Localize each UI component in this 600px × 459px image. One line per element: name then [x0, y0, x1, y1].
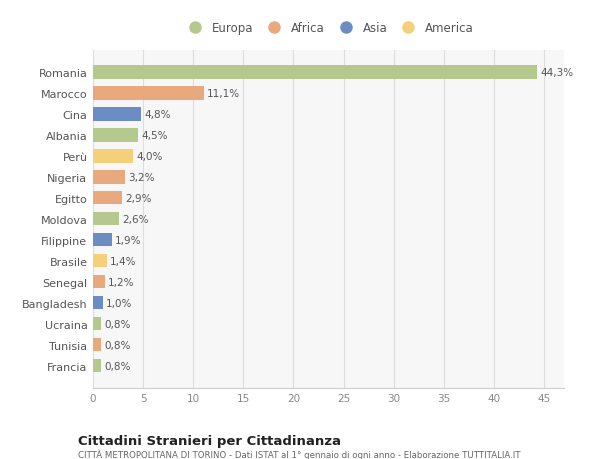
- Bar: [93, 87, 204, 101]
- Text: 4,0%: 4,0%: [136, 151, 163, 162]
- Text: 44,3%: 44,3%: [540, 67, 573, 78]
- Bar: [93, 150, 133, 163]
- Text: Cittadini Stranieri per Cittadinanza: Cittadini Stranieri per Cittadinanza: [78, 434, 341, 447]
- Bar: [93, 317, 101, 330]
- Bar: [93, 170, 125, 184]
- Text: 1,9%: 1,9%: [115, 235, 142, 245]
- Bar: [93, 129, 138, 142]
- Text: 1,2%: 1,2%: [108, 277, 134, 287]
- Bar: [93, 233, 112, 247]
- Text: 0,8%: 0,8%: [104, 340, 130, 350]
- Bar: [93, 213, 119, 226]
- Text: CITTÀ METROPOLITANA DI TORINO - Dati ISTAT al 1° gennaio di ogni anno - Elaboraz: CITTÀ METROPOLITANA DI TORINO - Dati IST…: [78, 449, 521, 459]
- Text: 4,8%: 4,8%: [144, 110, 170, 119]
- Text: 11,1%: 11,1%: [207, 89, 241, 99]
- Text: 3,2%: 3,2%: [128, 172, 155, 182]
- Text: 0,8%: 0,8%: [104, 361, 130, 371]
- Bar: [93, 254, 107, 268]
- Bar: [93, 108, 141, 121]
- Text: 1,4%: 1,4%: [110, 256, 137, 266]
- Text: 4,5%: 4,5%: [141, 130, 167, 140]
- Bar: [93, 296, 103, 310]
- Bar: [93, 191, 122, 205]
- Text: 2,9%: 2,9%: [125, 193, 152, 203]
- Bar: [93, 359, 101, 373]
- Text: 2,6%: 2,6%: [122, 214, 149, 224]
- Bar: [93, 275, 105, 289]
- Text: 0,8%: 0,8%: [104, 319, 130, 329]
- Legend: Europa, Africa, Asia, America: Europa, Africa, Asia, America: [181, 19, 476, 37]
- Text: 1,0%: 1,0%: [106, 298, 133, 308]
- Bar: [93, 66, 537, 79]
- Bar: [93, 338, 101, 352]
